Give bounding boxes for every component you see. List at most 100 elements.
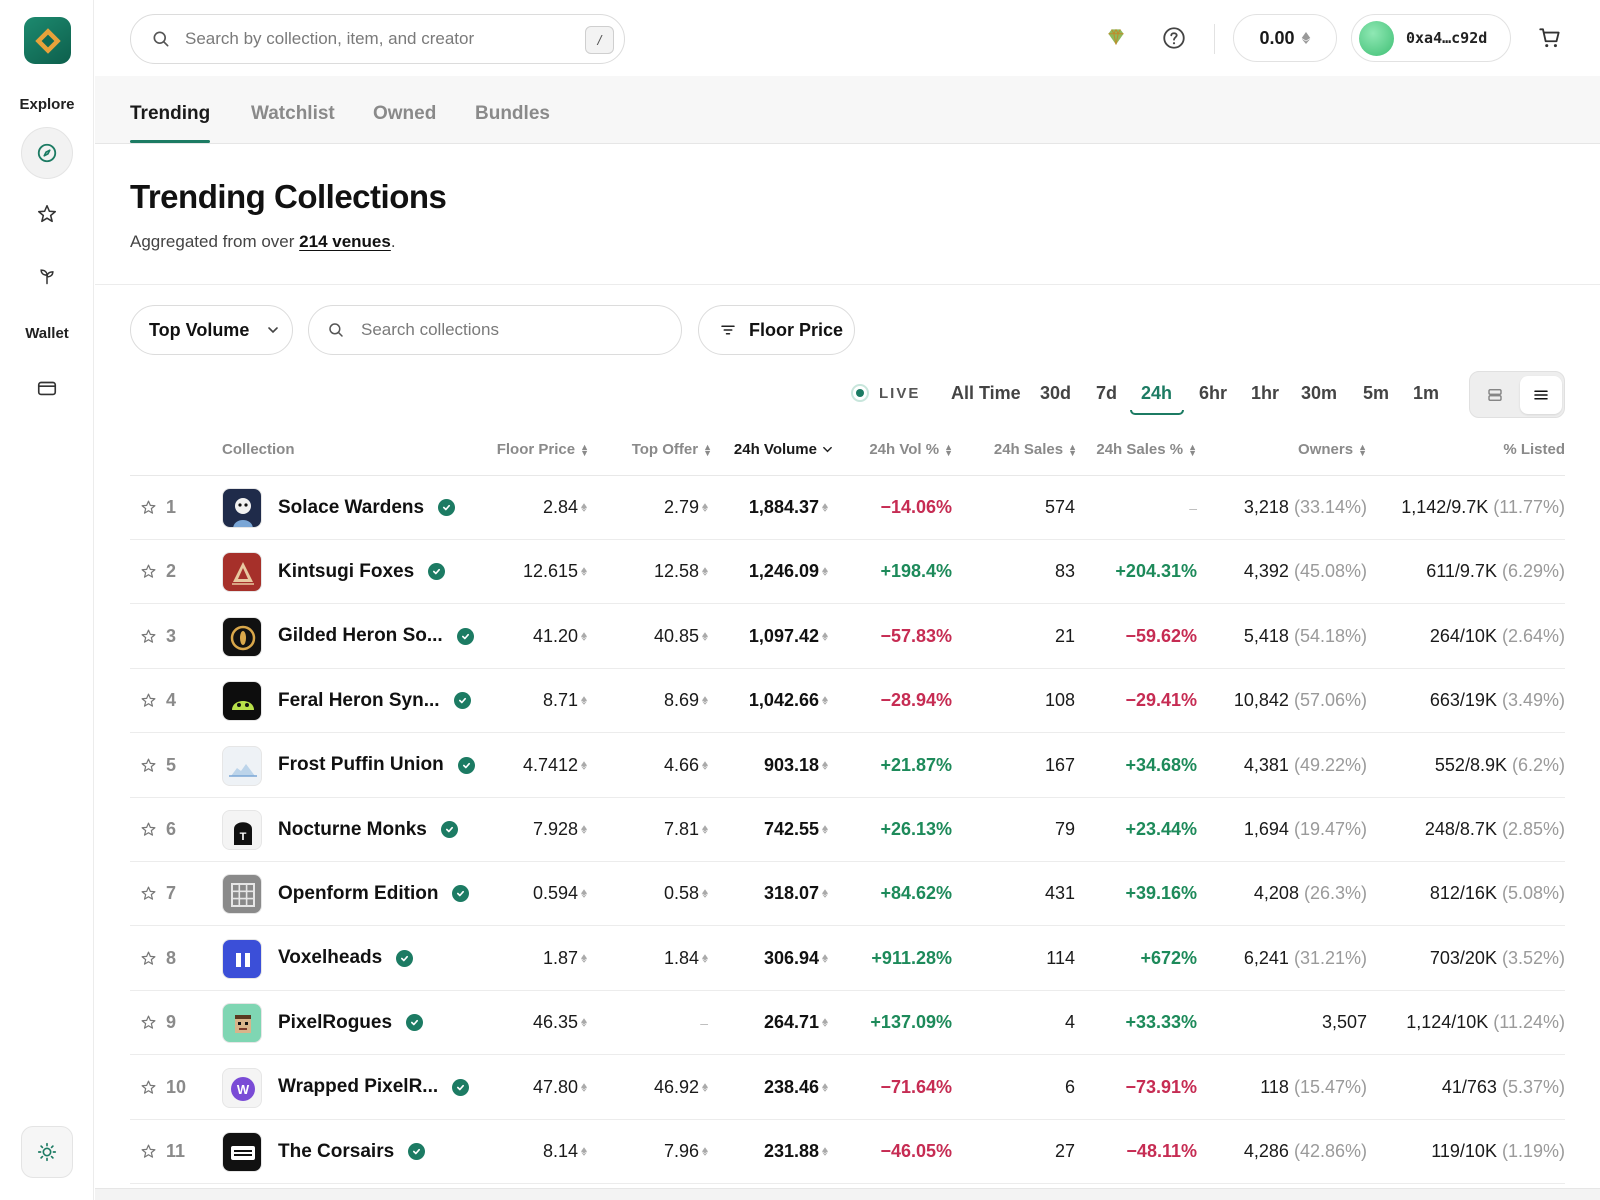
- top-offer-value: 4.66: [663, 754, 699, 775]
- col-top-offer[interactable]: Top Offer ▲ ▼: [632, 441, 712, 458]
- rank: 1: [166, 497, 177, 517]
- table-row[interactable]: 5 Frost Puffin Union 4.7412 4.66 903.18 +21.8…: [130, 734, 1565, 798]
- watchlist-star-button[interactable]: [140, 734, 158, 797]
- cart-icon[interactable]: [1537, 25, 1563, 56]
- theme-toggle-button[interactable]: [21, 1126, 73, 1178]
- collection-name-cell[interactable]: Solace Wardens: [278, 476, 456, 539]
- collection-thumbnail[interactable]: [222, 938, 262, 979]
- sidebar: Explore Wallet: [0, 0, 94, 1200]
- balance-pill[interactable]: 0.00: [1233, 14, 1337, 62]
- logo-icon: [34, 27, 61, 54]
- collection-name-cell[interactable]: Frost Puffin Union: [278, 734, 475, 797]
- collection-thumbnail[interactable]: [222, 616, 262, 657]
- watchlist-star-button[interactable]: [140, 540, 158, 603]
- floor-price-filter-label: Floor Price: [749, 319, 844, 340]
- table-row[interactable]: 4 Feral Heron Syn... 8.71 8.69 1,042.66 −28.9…: [130, 669, 1565, 734]
- search-icon: [329, 323, 343, 337]
- collection-thumbnail[interactable]: [222, 681, 262, 722]
- watchlist-star-button[interactable]: [140, 476, 158, 539]
- help-icon[interactable]: [1161, 25, 1187, 56]
- venues-link[interactable]: 214 venues: [299, 232, 391, 251]
- tab-trending[interactable]: Trending: [130, 103, 211, 124]
- range-5m[interactable]: 5m: [1363, 383, 1390, 403]
- tab-owned[interactable]: Owned: [373, 103, 437, 124]
- sprout-nav-button[interactable]: [21, 250, 73, 302]
- filter-icon: [721, 325, 735, 335]
- star-icon: [141, 629, 156, 643]
- collection-thumbnail[interactable]: [222, 488, 262, 528]
- collection-name-cell[interactable]: Gilded Heron So...: [278, 605, 474, 668]
- table-row[interactable]: 3 Gilded Heron So... 41.20 40.85 1,097.42 −57…: [130, 605, 1565, 669]
- watchlist-star-button[interactable]: [140, 927, 158, 990]
- table-row[interactable]: 8 Voxelheads 1.87 1.84 306.94 +911.28% 114 +672…: [130, 927, 1565, 991]
- table-row[interactable]: 2 Kintsugi Foxes 12.615 12.58 1,246.09 +198.4…: [130, 540, 1565, 605]
- collection-thumbnail[interactable]: [222, 1132, 262, 1172]
- watchlist-star-button[interactable]: [140, 862, 158, 925]
- collection-name-cell[interactable]: Feral Heron Syn...: [278, 669, 471, 732]
- watchlist-star-button[interactable]: [140, 1056, 158, 1119]
- global-search[interactable]: /: [130, 14, 625, 64]
- collection-thumbnail[interactable]: [222, 1003, 262, 1044]
- global-search-input[interactable]: [185, 29, 565, 49]
- watchlist-star-button[interactable]: [140, 1120, 158, 1183]
- watchlist-star-button[interactable]: [140, 669, 158, 732]
- collection-search-input[interactable]: [361, 320, 651, 340]
- floor-price-filter-button[interactable]: Floor Price: [698, 305, 855, 355]
- watchlist-star-button[interactable]: [140, 605, 158, 668]
- table-row[interactable]: 9 PixelRogues 46.35 – 264.71 +137.09% 4 +33.33%…: [130, 991, 1565, 1056]
- tab-watchlist[interactable]: Watchlist: [251, 103, 335, 124]
- range-1hr[interactable]: 1hr: [1251, 383, 1280, 403]
- collection-name-cell[interactable]: Openform Edition: [278, 862, 470, 925]
- sort-icon: ▲ ▼: [703, 441, 712, 458]
- live-indicator[interactable]: LIVE: [851, 384, 920, 402]
- star-icon: [141, 822, 156, 836]
- collection-search[interactable]: [308, 305, 682, 355]
- table-row[interactable]: 7 Openform Edition 0.594 0.58 318.07 +84.62% 4…: [130, 862, 1565, 927]
- col-owners[interactable]: Owners ▲ ▼: [1298, 441, 1367, 458]
- list-view-button[interactable]: [1520, 376, 1562, 414]
- wallet-account-button[interactable]: 0xa4…c92d: [1351, 14, 1511, 62]
- collection-name-cell[interactable]: Kintsugi Foxes: [278, 540, 446, 603]
- floor-price: 0.594: [440, 862, 587, 925]
- collection-thumbnail[interactable]: [222, 552, 262, 593]
- collection-name-cell[interactable]: The Corsairs: [278, 1120, 426, 1183]
- col-floor-price[interactable]: Floor Price ▲ ▼: [497, 441, 589, 458]
- card-view-button[interactable]: [1474, 376, 1516, 414]
- watchlist-star-button[interactable]: [140, 798, 158, 861]
- collection-name-cell[interactable]: Nocturne Monks: [278, 798, 458, 861]
- explore-button[interactable]: [21, 127, 73, 179]
- range-7d[interactable]: 7d: [1096, 383, 1118, 403]
- range-24h[interactable]: 24h: [1141, 383, 1173, 403]
- table-row[interactable]: 10 W Wrapped PixelR... 47.80 46.92 238.46 −71.…: [130, 1056, 1565, 1120]
- collection-thumbnail[interactable]: [222, 874, 262, 915]
- listed: 248/8.7K (2.85%): [1370, 798, 1565, 861]
- collection-thumbnail[interactable]: [222, 745, 262, 786]
- table-row[interactable]: 6 T Nocturne Monks 7.928 7.81 742.55 +26.13% 79…: [130, 798, 1565, 862]
- table-row[interactable]: 11 The Corsairs 8.14 7.96 231.88 −46.05% 27 −48…: [130, 1120, 1565, 1184]
- col-sales-pct[interactable]: 24h Sales % ▲ ▼: [1096, 441, 1197, 458]
- collection-name-cell[interactable]: Wrapped PixelR...: [278, 1056, 470, 1119]
- col-sales[interactable]: 24h Sales ▲ ▼: [994, 441, 1077, 458]
- col-listed[interactable]: % Listed: [1503, 441, 1565, 458]
- watchlist-star-button[interactable]: [140, 991, 158, 1054]
- col-vol-pct[interactable]: 24h Vol % ▲ ▼: [869, 441, 953, 458]
- tab-bundles[interactable]: Bundles: [475, 103, 550, 124]
- table-row[interactable]: 1 Solace Wardens 2.84 2.79 1,884.37 −14.06% 57…: [130, 476, 1565, 540]
- compass-icon: [37, 143, 57, 163]
- collection-thumbnail[interactable]: W: [222, 1067, 262, 1108]
- wallet-nav-button[interactable]: [21, 362, 73, 414]
- watchlist-nav-button[interactable]: [21, 188, 73, 240]
- col-volume[interactable]: 24h Volume: [734, 441, 833, 458]
- range-6hr[interactable]: 6hr: [1199, 383, 1228, 403]
- range-30m[interactable]: 30m: [1301, 383, 1338, 403]
- range-all-time[interactable]: All Time: [951, 383, 1021, 403]
- app-logo[interactable]: [24, 17, 71, 64]
- sort-dropdown[interactable]: Top Volume: [130, 305, 293, 355]
- range-1m[interactable]: 1m: [1413, 383, 1440, 403]
- range-30d[interactable]: 30d: [1040, 383, 1072, 403]
- gem-icon[interactable]: [1103, 24, 1129, 55]
- col-collection[interactable]: Collection: [222, 441, 295, 458]
- collection-thumbnail[interactable]: T: [222, 810, 262, 850]
- collection-name-cell[interactable]: Voxelheads: [278, 927, 414, 990]
- collection-name-cell[interactable]: PixelRogues: [278, 991, 424, 1054]
